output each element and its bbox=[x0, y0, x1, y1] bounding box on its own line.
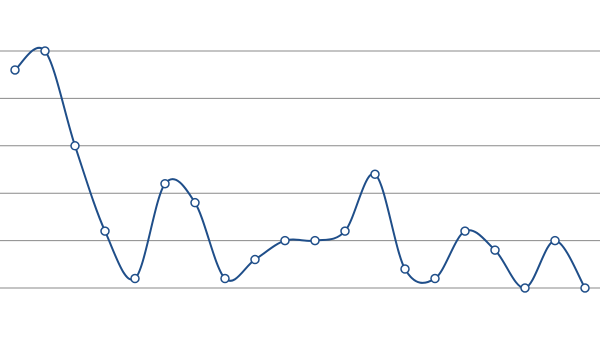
data-point bbox=[220, 273, 230, 284]
data-point bbox=[160, 178, 170, 189]
data-point bbox=[580, 283, 590, 293]
data-point bbox=[10, 65, 20, 75]
data-point bbox=[550, 235, 560, 246]
data-point bbox=[490, 245, 500, 255]
data-point bbox=[100, 226, 110, 236]
data-point bbox=[280, 235, 290, 246]
data-line bbox=[14, 47, 586, 289]
data-point bbox=[520, 283, 530, 293]
data-point bbox=[130, 273, 140, 284]
data-point bbox=[310, 235, 320, 246]
data-point bbox=[250, 254, 260, 265]
data-point bbox=[340, 226, 350, 236]
data-point bbox=[370, 169, 380, 179]
data-point bbox=[400, 264, 410, 274]
data-point bbox=[430, 273, 440, 284]
data-point bbox=[70, 141, 80, 151]
data-point bbox=[460, 226, 470, 236]
data-point bbox=[40, 46, 50, 56]
data-point bbox=[190, 197, 200, 208]
